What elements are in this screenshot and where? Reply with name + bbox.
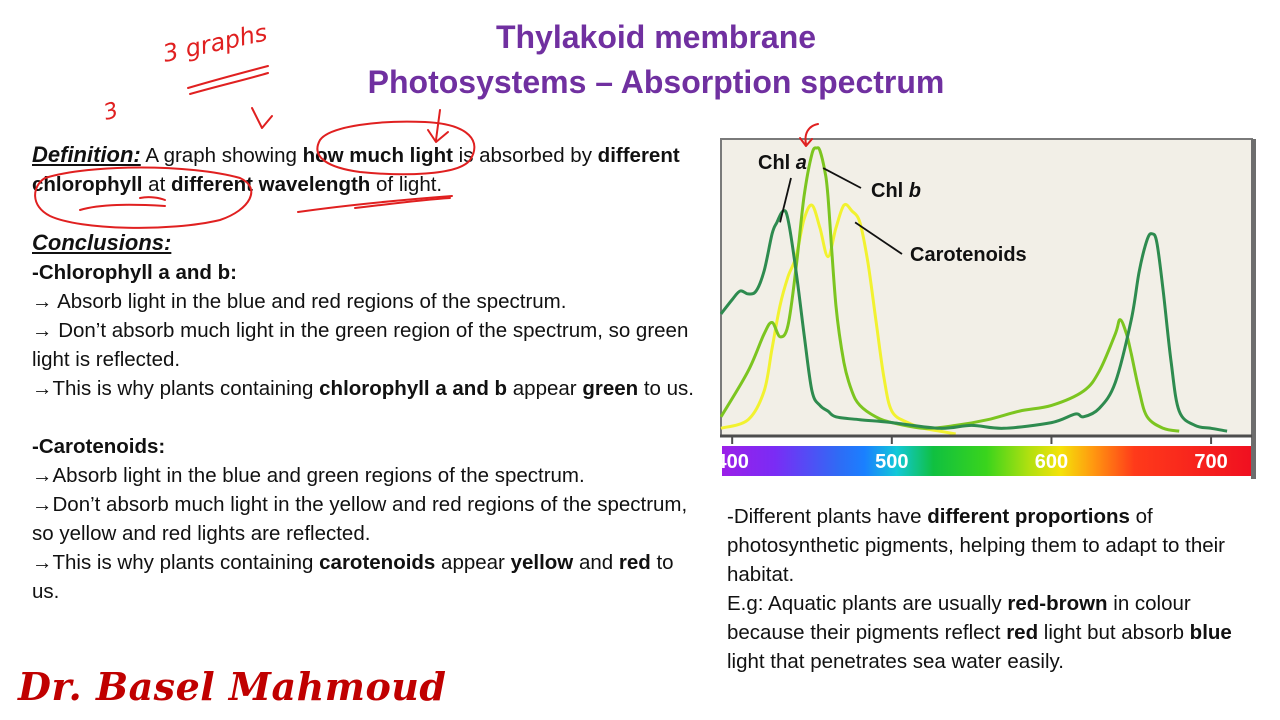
x-tick-label-400: 400 [720, 451, 749, 473]
page-title: Thylakoid membrane [495, 19, 817, 55]
leader-line-chl-b [822, 167, 862, 189]
car-l3-t3: and [573, 551, 619, 574]
carotenoids-line-1: →Absorb light in the blue and green regi… [32, 464, 585, 487]
r-p2-b2: red [1006, 621, 1039, 644]
annotation-arrow-head [427, 129, 449, 143]
spectrum-bar [722, 446, 1251, 476]
legend-label-carotenoids: Carotenoids [910, 244, 1027, 266]
chl-l3-b2: green [582, 377, 639, 400]
definition-text-4: of light. [370, 173, 443, 196]
definition-paragraph: Definition: A graph showing how much lig… [32, 140, 702, 199]
chlorophyll-line-1: → Absorb light in the blue and red regio… [32, 290, 567, 313]
carotenoids-line-3: →This is why plants containing carotenoi… [32, 548, 702, 606]
annotation-3-graphs: 3 graphs [160, 19, 269, 68]
annotation-chl-a-mark [804, 123, 819, 145]
chl-l3-t2: appear [507, 377, 583, 400]
carotenoids-heading: -Carotenoids: [32, 435, 166, 458]
leader-line-carotenoids [854, 221, 903, 255]
r-p1-t2: of photosynthetic pigments, helping them… [727, 505, 1226, 586]
annotation-3: 3 [101, 98, 121, 126]
definition-text-1: A graph showing [140, 144, 303, 167]
r-p2-t4: light that penetrates sea water easily. [727, 650, 1064, 673]
chlorophyll-heading: -Chlorophyll a and b: [32, 261, 237, 284]
author-signature: Dr. Basel Mahmoud [18, 664, 447, 709]
x-tick-label-700: 700 [1194, 451, 1227, 473]
chl-l3-t1: →This is why plants containing [32, 377, 320, 400]
r-p2-t3: light but absorb [1038, 621, 1190, 644]
annotation-chl-a-arrow [799, 137, 813, 147]
car-l3-t4: to us. [32, 551, 674, 603]
annotation-underline-wavelength [297, 195, 453, 213]
left-text-block: Definition: A graph showing how much lig… [32, 140, 702, 606]
car-l3-t1: →This is why plants containing [32, 551, 320, 574]
x-tick-label-500: 500 [875, 451, 908, 473]
car-l3-t2: appear [435, 551, 511, 574]
r-p1-t1: -Different plants have [727, 505, 928, 528]
car-l3-b2: yellow [510, 551, 574, 574]
definition-text-3: at [142, 173, 171, 196]
r-p2-b1: red-brown [1007, 592, 1108, 615]
car-l3-b3: red [618, 551, 651, 574]
right-text-block: -Different plants have different proport… [727, 502, 1267, 676]
chlorophyll-line-3: →This is why plants containing chlorophy… [32, 374, 702, 403]
car-l3-b1: carotenoids [319, 551, 436, 574]
absorption-spectrum-chart: 400 500 600 700 Chl a Chl b Carotenoids [720, 138, 1256, 482]
definition-heading: Definition: [32, 142, 141, 167]
definition-bold-3: different wavelength [170, 173, 371, 196]
carotenoids-line-2: →Don’t absorb much light in the yellow a… [32, 493, 688, 545]
example-paragraph: E.g: Aquatic plants are usually red-brow… [727, 589, 1267, 676]
proportions-paragraph: -Different plants have different proport… [727, 502, 1267, 589]
chl-l3-t3: to us. [638, 377, 694, 400]
x-tick-label-600: 600 [1035, 451, 1068, 473]
annotation-ellipse-light [316, 120, 476, 176]
chart-svg: 400 500 600 700 Chl a Chl b Carotenoids [720, 138, 1256, 479]
annotation-check-mark [251, 107, 273, 129]
conclusions-heading: Conclusions: [32, 230, 172, 255]
definition-text-2: is absorbed by [452, 144, 598, 167]
definition-bold-2: different chlorophyll [32, 144, 680, 196]
definition-bold-1: how much light [302, 144, 453, 167]
annotation-underline-2 [189, 72, 269, 95]
r-p1-b1: different proportions [927, 505, 1130, 528]
r-p2-b3: blue [1189, 621, 1232, 644]
series-line-chl-a [720, 209, 1228, 433]
annotation-scribble-1 [79, 203, 166, 211]
legend-label-chl-a: Chl a [758, 152, 807, 174]
r-p2-t1: E.g: Aquatic plants are usually [727, 592, 1008, 615]
annotation-underline-wavelength-2 [354, 197, 451, 209]
chl-l3-b1: chlorophyll a and b [319, 377, 508, 400]
leader-line-chl-a [779, 177, 792, 223]
annotation-arrow-shaft [435, 109, 441, 141]
r-p2-t2: in colour because their pigments reflect [727, 592, 1191, 644]
chlorophyll-line-2: → Don’t absorb much light in the green r… [32, 319, 689, 371]
page-subtitle: Photosystems – Absorption spectrum [367, 64, 945, 100]
right-edge [1251, 139, 1256, 479]
legend-label-chl-b: Chl b [871, 180, 921, 202]
annotation-underline-1 [187, 65, 269, 89]
series-line-chl-b [720, 146, 1180, 433]
annotation-ellipse-chlorophyll [34, 166, 253, 229]
series-line-carotenoids [720, 202, 956, 436]
annotation-scribble-2 [139, 196, 166, 201]
